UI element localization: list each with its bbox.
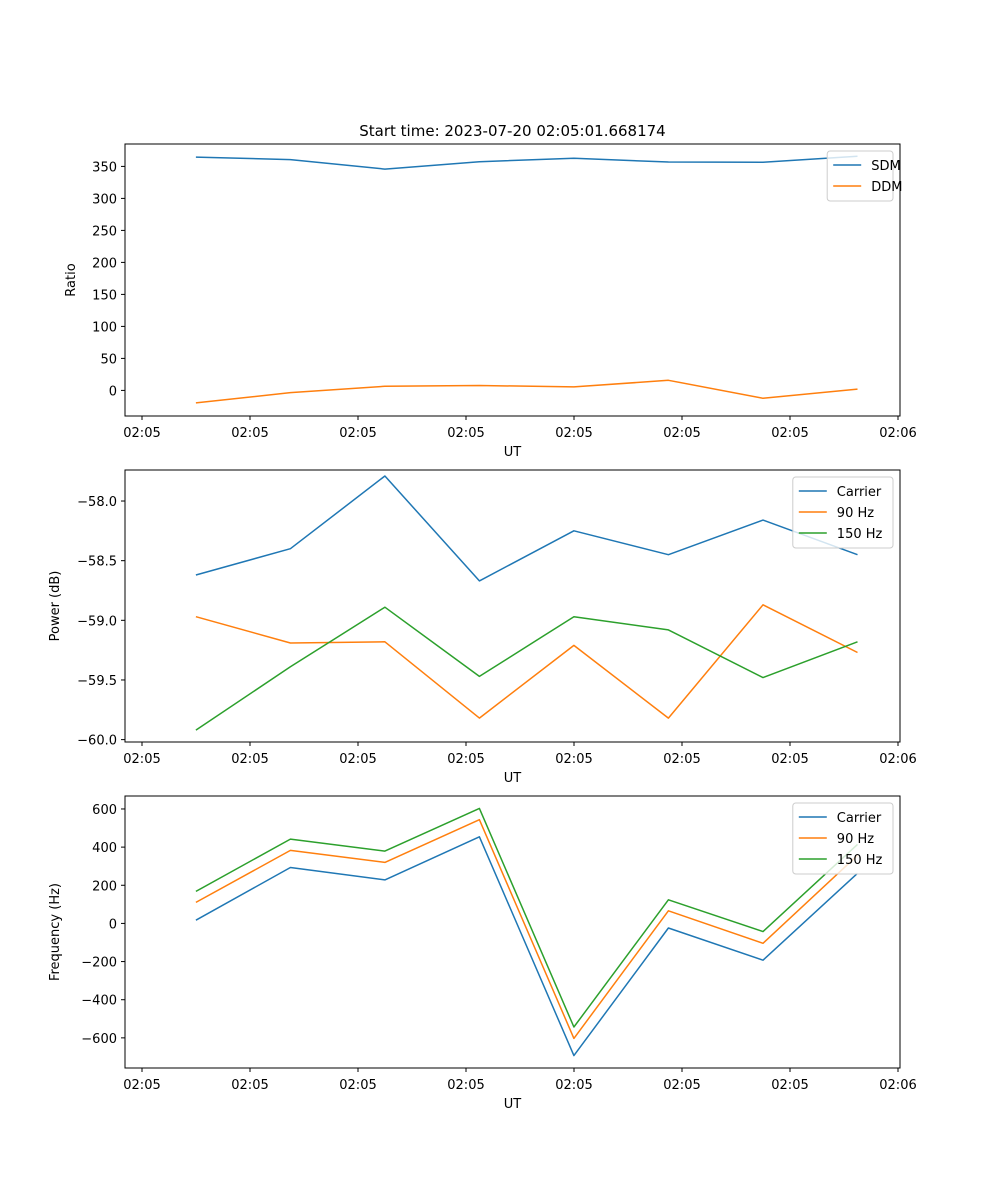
y-tick-label: 250 [92, 224, 117, 239]
x-axis-label: UT [504, 445, 522, 460]
y-tick-label: 200 [92, 256, 117, 271]
y-axis-label: Ratio [64, 263, 79, 296]
legend-box [826, 150, 894, 202]
y-tick-label: 350 [92, 160, 117, 175]
legend-label: 90 Hz [837, 832, 874, 847]
chart-panel-2: 02:05 02:05 02:05 02:05 02:05 02:05 02:05 02:06… [48, 469, 917, 786]
axes-frame [124, 143, 901, 417]
x-tick-label: 02:05 [447, 426, 484, 441]
x-tick-label: 02:06 [879, 1078, 916, 1093]
y-tick-label: 200 [92, 879, 117, 894]
legend-label: 90 Hz [837, 506, 874, 521]
y-tick-label: 300 [92, 192, 117, 207]
series-line-carrier [195, 836, 859, 1057]
legend: Carrier 90 Hz 150 Hz [792, 476, 894, 549]
y-tick-label: 400 [92, 841, 117, 856]
y-tick-label: 150 [92, 288, 117, 303]
x-tick-label: 02:05 [123, 752, 160, 767]
x-tick-label: 02:05 [339, 1078, 376, 1093]
x-tick-label: 02:05 [771, 752, 808, 767]
x-tick-label: 02:05 [663, 426, 700, 441]
y-tick-label: −59.0 [77, 614, 117, 629]
series-line-90-hz [195, 604, 858, 719]
y-tick-label: −60.0 [77, 734, 117, 749]
legend: Carrier 90 Hz 150 Hz [792, 802, 894, 875]
y-axis-label: Power (dB) [48, 571, 63, 642]
y-tick-label: −58.0 [77, 495, 117, 510]
x-tick-label: 02:05 [339, 426, 376, 441]
axes-frame [124, 795, 901, 1069]
x-tick-label: 02:06 [879, 426, 916, 441]
chart-panel-3: 02:05 02:05 02:05 02:05 02:05 02:05 02:05 02:06… [48, 795, 917, 1112]
y-tick-label: 600 [92, 803, 117, 818]
axes-frame [124, 469, 901, 743]
x-tick-label: 02:05 [123, 426, 160, 441]
legend: SDM DDM [826, 150, 902, 202]
legend-label: Carrier [837, 485, 882, 500]
legend-box [792, 802, 894, 875]
x-axis-label: UT [504, 1097, 522, 1112]
x-tick-label: 02:05 [339, 752, 376, 767]
y-tick-label: 100 [92, 320, 117, 335]
legend-box [792, 476, 894, 549]
series-line-90-hz [195, 818, 859, 1040]
x-tick-label: 02:05 [231, 752, 268, 767]
series-line-150-hz [195, 606, 858, 731]
x-tick-label: 02:05 [555, 426, 592, 441]
y-tick-label: −59.5 [77, 674, 117, 689]
x-tick-label: 02:05 [771, 426, 808, 441]
y-tick-label: −400 [81, 994, 117, 1009]
figure-title: Start time: 2023-07-20 02:05:01.668174 [359, 122, 665, 140]
x-tick-label: 02:05 [663, 1078, 700, 1093]
y-axis-label: Frequency (Hz) [48, 883, 63, 981]
x-tick-label: 02:05 [555, 1078, 592, 1093]
y-tick-label: 50 [100, 352, 117, 367]
series-line-150-hz [195, 807, 859, 1028]
x-tick-label: 02:05 [447, 1078, 484, 1093]
x-tick-label: 02:05 [447, 752, 484, 767]
legend-label: Carrier [837, 811, 882, 826]
x-tick-label: 02:05 [231, 426, 268, 441]
x-tick-label: 02:06 [879, 752, 916, 767]
x-tick-label: 02:05 [663, 752, 700, 767]
y-tick-label: 0 [109, 384, 117, 399]
x-tick-label: 02:05 [231, 1078, 268, 1093]
x-tick-label: 02:05 [123, 1078, 160, 1093]
y-tick-label: 0 [109, 917, 117, 932]
y-tick-label: −200 [81, 956, 117, 971]
x-tick-label: 02:05 [555, 752, 592, 767]
x-tick-label: 02:05 [771, 1078, 808, 1093]
legend-label: 150 Hz [837, 527, 883, 542]
legend-label: DDM [871, 180, 902, 195]
series-line-ddm [195, 379, 858, 404]
y-tick-label: −600 [81, 1032, 117, 1047]
chart-panel-1: 02:05 02:05 02:05 02:05 02:05 02:05 02:05 02:06… [64, 143, 917, 460]
x-axis-label: UT [504, 771, 522, 786]
y-tick-label: −58.5 [77, 555, 117, 570]
legend-label: SDM [871, 159, 900, 174]
series-line-sdm [195, 155, 858, 170]
legend-label: 150 Hz [837, 853, 883, 868]
series-line-carrier [195, 475, 858, 582]
